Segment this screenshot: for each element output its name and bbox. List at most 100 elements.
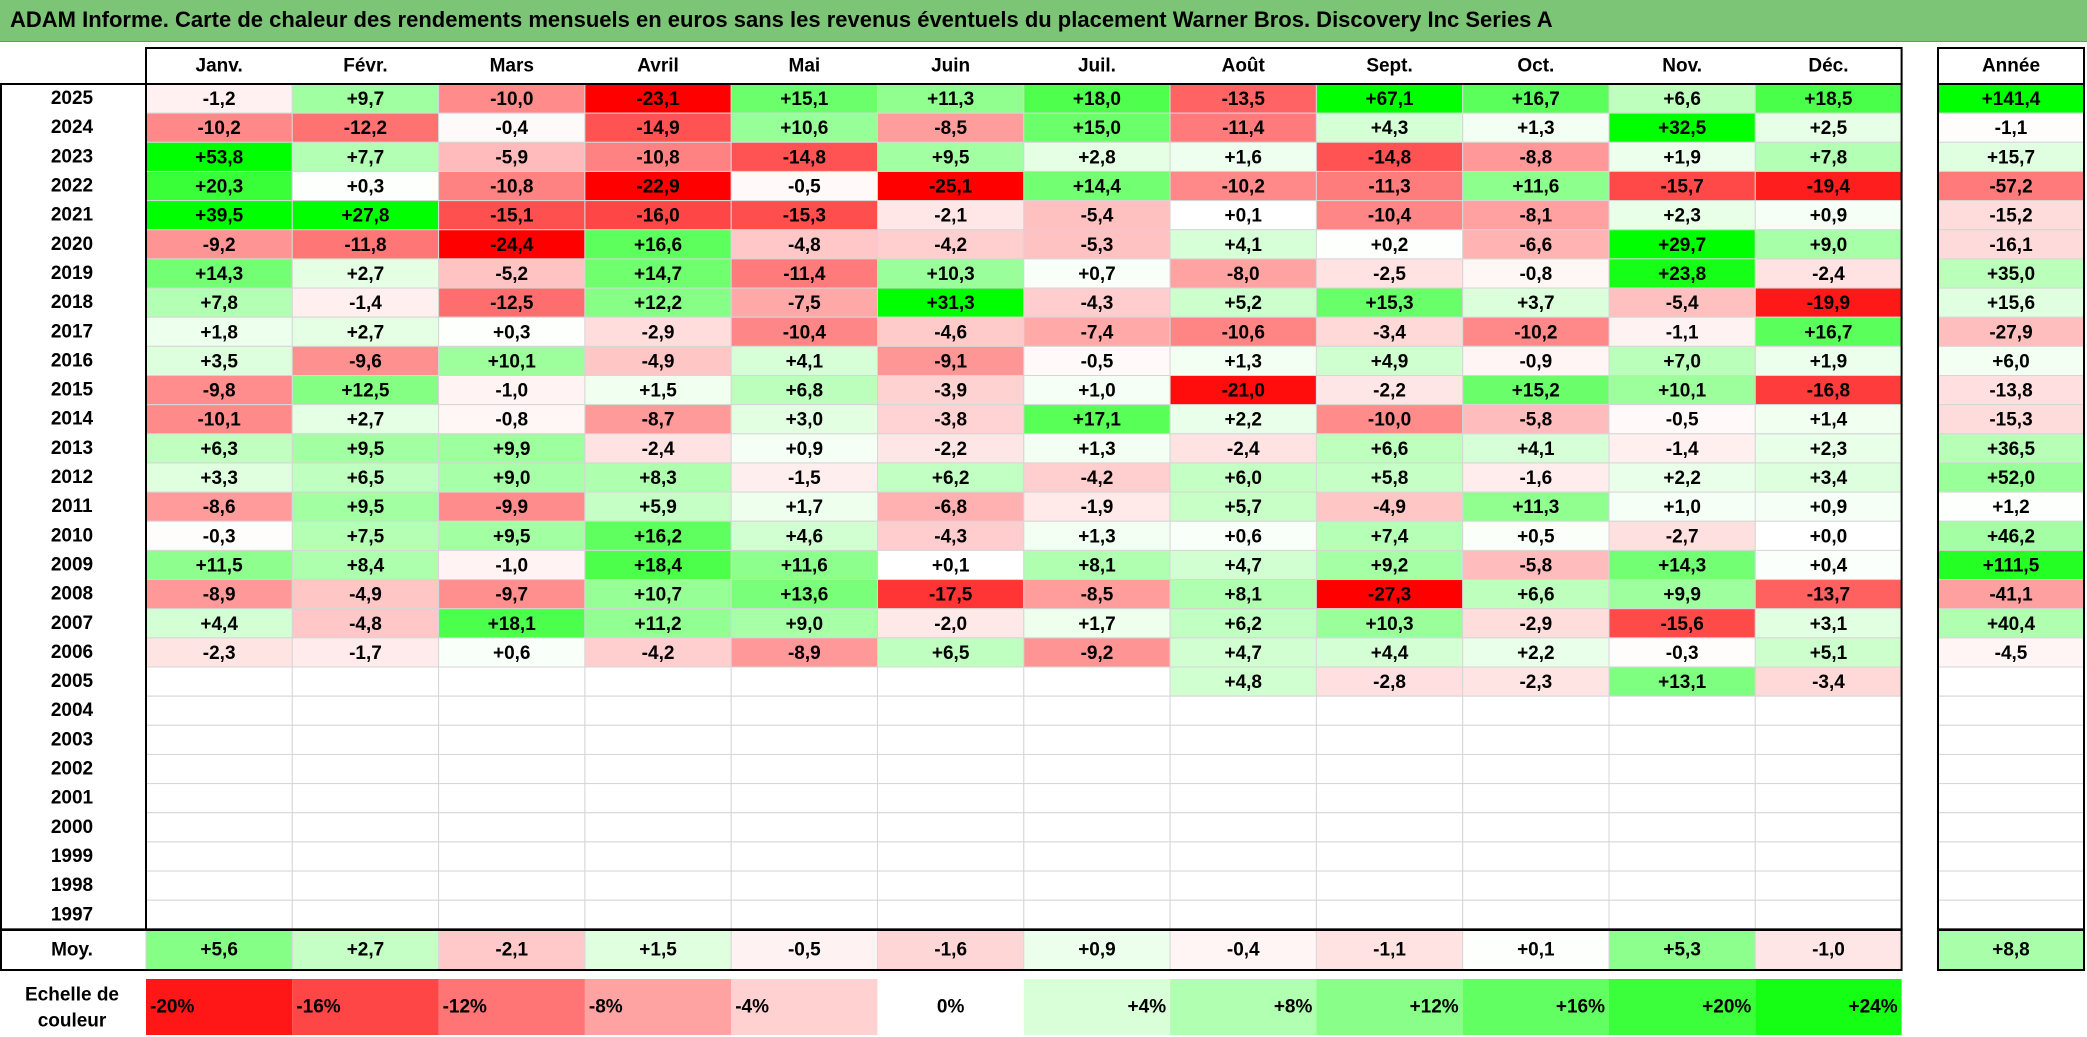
heatmap-cell	[584, 112, 732, 143]
cell-value: +4,4	[1371, 643, 1409, 664]
heatmap-cell	[1315, 812, 1464, 843]
heatmap-cell	[877, 753, 1025, 785]
heatmap-cell	[1023, 608, 1171, 639]
heatmap-cell	[145, 666, 293, 697]
heatmap-cell	[291, 608, 440, 639]
heatmap-cell	[291, 579, 440, 610]
cell-value: -3,9	[934, 381, 967, 402]
cell-value: -10,6	[1222, 322, 1265, 343]
heatmap-cell	[1754, 229, 1903, 260]
cell-value: +2,2	[1517, 643, 1555, 664]
heatmap-cell	[438, 433, 586, 464]
heatmap-cell	[877, 899, 1025, 930]
scale-label: +24%	[1848, 997, 1897, 1018]
heatmap-cell	[1754, 579, 1903, 610]
scale-swatch	[146, 979, 293, 1035]
cell-value: +2,3	[1810, 439, 1848, 460]
cell-value: +3,4	[1810, 468, 1848, 489]
heatmap-cell	[1023, 812, 1171, 843]
cell-value: +67,1	[1366, 89, 1415, 110]
heatmap-cell	[730, 520, 879, 551]
heatmap-cell	[1315, 287, 1464, 318]
heatmap-cell	[1754, 841, 1903, 872]
cell-value: +23,8	[1658, 264, 1706, 285]
row-year-label: 2018	[51, 292, 93, 313]
cell-value: +9,5	[932, 147, 970, 168]
cell-value: -3,4	[1373, 322, 1406, 343]
cell-value: +8,3	[639, 468, 677, 489]
heatmap-cell	[1315, 112, 1464, 143]
scale-swatch	[1170, 979, 1317, 1035]
heatmap-cell	[877, 462, 1025, 493]
row-year-label: 2004	[51, 700, 94, 721]
cell-value: +18,0	[1073, 89, 1121, 110]
cell-value: +12,2	[634, 293, 682, 314]
cell-value: -5,4	[1081, 206, 1114, 227]
heatmap-cell	[291, 229, 440, 260]
cell-value: -0,8	[1519, 264, 1552, 285]
chart-title: ADAM Informe. Carte de chaleur des rende…	[10, 7, 1553, 32]
annual-value: -15,2	[1989, 206, 2032, 227]
heatmap-cell	[1754, 491, 1903, 522]
heatmap-cell	[1462, 870, 1610, 901]
cell-value: -8,1	[1519, 206, 1552, 227]
scale-swatch	[438, 979, 585, 1035]
heatmap-cell	[1315, 753, 1464, 785]
month-header: Févr.	[343, 56, 387, 77]
cell-value: -19,9	[1807, 293, 1850, 314]
heatmap-cell	[584, 783, 732, 814]
annual-cell	[1937, 112, 2085, 143]
row-year-label: 2020	[51, 234, 93, 255]
cell-value: +3,0	[786, 410, 824, 431]
heatmap-cell	[1315, 579, 1464, 610]
heatmap-cell	[1315, 141, 1464, 172]
annual-value: +36,5	[1987, 439, 2036, 460]
heatmap-cell	[145, 433, 293, 464]
month-header: Mai	[789, 56, 821, 77]
annual-cell	[1937, 753, 2085, 785]
heatmap-cell	[1169, 491, 1317, 522]
cell-value: +4,1	[1224, 235, 1262, 256]
cell-value: +9,7	[347, 89, 385, 110]
annual-cell	[1937, 899, 2085, 930]
cell-value: -15,3	[783, 206, 826, 227]
cell-value: -2,1	[934, 206, 967, 227]
cell-value: -12,5	[490, 293, 534, 314]
cell-value: -9,7	[495, 585, 528, 606]
heatmap-cell	[1754, 783, 1903, 814]
cell-value: +0,4	[1810, 555, 1848, 576]
annual-cell	[1937, 870, 2085, 901]
heatmap-cell	[1608, 141, 1756, 172]
annual-value: -27,9	[1989, 322, 2032, 343]
heatmap-cell	[1023, 666, 1171, 697]
cell-value: -1,2	[203, 89, 236, 110]
heatmap-cell	[1754, 812, 1903, 843]
cell-value: +9,2	[1371, 555, 1409, 576]
cell-value: +8,4	[347, 555, 385, 576]
heatmap-cell	[145, 841, 293, 872]
heatmap-cell	[291, 637, 440, 668]
heatmap-cell	[1608, 695, 1756, 726]
cell-value: -1,0	[495, 381, 528, 402]
heatmap-cell	[1169, 287, 1317, 318]
cell-value: -0,3	[1666, 643, 1699, 664]
heatmap-cell	[1608, 666, 1756, 697]
heatmap-cell	[730, 695, 879, 726]
heatmap-cell	[730, 462, 879, 493]
cell-value: -5,4	[1666, 293, 1699, 314]
heatmap-cell	[1608, 549, 1756, 581]
heatmap-cell	[1169, 870, 1317, 901]
cell-value: +8,1	[1078, 555, 1116, 576]
cell-value: -7,4	[1081, 322, 1114, 343]
cell-value: +5,1	[1810, 643, 1848, 664]
heatmap-cell	[1754, 753, 1903, 785]
heatmap-cell	[1315, 462, 1464, 493]
heatmap-cell	[291, 520, 440, 551]
cell-value: +1,7	[786, 497, 824, 518]
heatmap-cell	[1169, 753, 1317, 785]
annual-cell	[1937, 783, 2085, 814]
cell-value: +15,3	[1366, 293, 1414, 314]
cell-value: -4,3	[934, 526, 967, 547]
heatmap-cell	[1608, 753, 1756, 785]
cell-value: +0,5	[1517, 526, 1555, 547]
